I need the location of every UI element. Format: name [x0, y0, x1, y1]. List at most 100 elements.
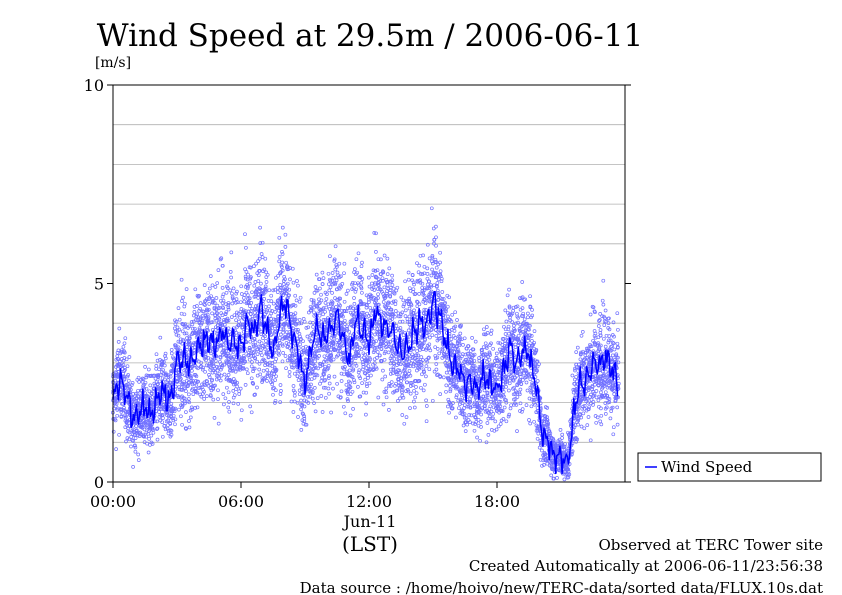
scatter-point-1579: [252, 264, 256, 269]
scatter-point-3692: [438, 269, 443, 274]
scatter-point-766: [179, 372, 184, 377]
scatter-point-201: [128, 387, 133, 392]
scatter-point-1610: [253, 340, 258, 345]
scatter-point-2374: [322, 354, 327, 359]
scatter-point-4433: [504, 419, 509, 424]
scatter-point-411: [148, 383, 153, 388]
scatter-point-1109: [209, 351, 213, 356]
scatter-point-1794: [271, 392, 275, 397]
scatter-point-775: [180, 402, 185, 407]
scatter-point-1951: [284, 260, 288, 265]
scatter-point-38: [113, 418, 118, 423]
scatter-point-4459: [506, 414, 511, 419]
scatter-point-1721: [264, 280, 269, 284]
scatter-point-3814: [450, 312, 455, 317]
scatter-point-1135: [211, 387, 216, 391]
scatter-point-512: [155, 358, 160, 363]
scatter-point-1308: [226, 326, 231, 331]
scatter-point-859: [186, 381, 191, 386]
scatter-point-1585: [252, 283, 257, 288]
scatter-point-1670: [259, 281, 263, 286]
scatter-point-400: [147, 437, 151, 441]
scatter-point-138: [123, 336, 128, 341]
scatter-point-1792: [270, 332, 274, 337]
scatter-point-4424: [504, 385, 508, 389]
scatter-point-4564: [516, 333, 521, 338]
scatter-point-1297: [226, 303, 231, 307]
scatter-point-4171: [482, 327, 486, 332]
scatter-point-3644: [434, 334, 439, 338]
scatter-point-759: [178, 337, 183, 342]
scatter-point-1242: [221, 292, 226, 297]
scatter-point-155: [124, 439, 128, 444]
scatter-point-3641: [434, 243, 438, 248]
scatter-point-3395: [412, 388, 416, 393]
scatter-point-772: [179, 377, 183, 381]
scatter-point-3535: [425, 282, 430, 287]
scatter-point-4412: [503, 308, 508, 313]
scatter-point-3441: [417, 263, 422, 268]
scatter-point-4444: [505, 293, 510, 298]
scatter-point-3747: [444, 370, 449, 375]
scatter-point-779: [179, 277, 184, 282]
scatter-point-3638: [434, 235, 438, 240]
scatter-point-92: [119, 410, 124, 414]
scatter-point-208: [129, 435, 134, 439]
scatter-point-1183: [216, 388, 220, 393]
scatter-point-127: [122, 406, 126, 410]
scatter-point-3848: [452, 329, 457, 333]
scatter-point-96: [119, 348, 124, 353]
scatter-point-1718: [263, 256, 268, 261]
scatter-point-1810: [271, 301, 276, 306]
scatter-point-961: [195, 379, 200, 384]
scatter-point-2101: [297, 392, 302, 397]
scatter-point-1153: [213, 285, 218, 289]
scatter-point-3553: [427, 367, 432, 372]
scatter-point-410: [146, 367, 151, 372]
scatter-point-1509: [245, 328, 249, 333]
y-axis-unit-label: [m/s]: [95, 55, 131, 71]
scatter-point-979: [197, 329, 202, 334]
scatter-point-136: [122, 376, 127, 381]
scatter-point-1876: [278, 283, 283, 287]
scatter-point-253: [133, 420, 138, 424]
scatter-point-2052: [292, 393, 297, 398]
scatter-point-3520: [424, 364, 429, 368]
scatter-point-2971: [375, 350, 380, 354]
scatter-point-2051: [293, 293, 298, 298]
scatter-point-1735: [265, 272, 270, 277]
scatter-point-2796: [360, 357, 364, 362]
scatter-point-254: [132, 443, 137, 448]
scatter-point-2608: [343, 411, 348, 416]
scatter-point-918: [193, 406, 198, 410]
scatter-point-393: [146, 373, 151, 378]
scatter-point-248: [133, 445, 138, 450]
scatter-point-4701: [528, 421, 533, 426]
scatter-point-3136: [389, 380, 394, 384]
scatter-point-2202: [306, 325, 311, 330]
scatter-point-3600: [430, 333, 435, 338]
scatter-point-1339: [229, 250, 234, 255]
scatter-point-1526: [245, 371, 250, 376]
scatter-point-164: [126, 382, 130, 387]
scatter-point-2874: [366, 275, 371, 280]
scatter-point-2281: [313, 285, 318, 289]
scatter-point-3087: [385, 272, 390, 276]
scatter-point-493: [155, 419, 159, 424]
scatter-point-66: [116, 357, 121, 361]
scatter-point-1437: [238, 386, 243, 391]
scatter-point-1060: [205, 394, 209, 398]
scatter-point-3065: [382, 357, 387, 362]
scatter-point-4228: [487, 357, 492, 362]
scatter-point-169: [126, 373, 131, 377]
scatter-point-3406: [413, 395, 417, 400]
scatter-point-3249: [399, 295, 404, 300]
scatter-point-406: [147, 389, 152, 394]
scatter-point-825: [184, 410, 188, 414]
scatter-point-2730: [353, 267, 357, 271]
scatter-point-124: [121, 363, 126, 367]
scatter-point-1852: [275, 286, 280, 290]
scatter-point-3104: [386, 350, 391, 355]
scatter-point-1553: [248, 404, 253, 409]
scatter-point-3751: [444, 389, 448, 394]
